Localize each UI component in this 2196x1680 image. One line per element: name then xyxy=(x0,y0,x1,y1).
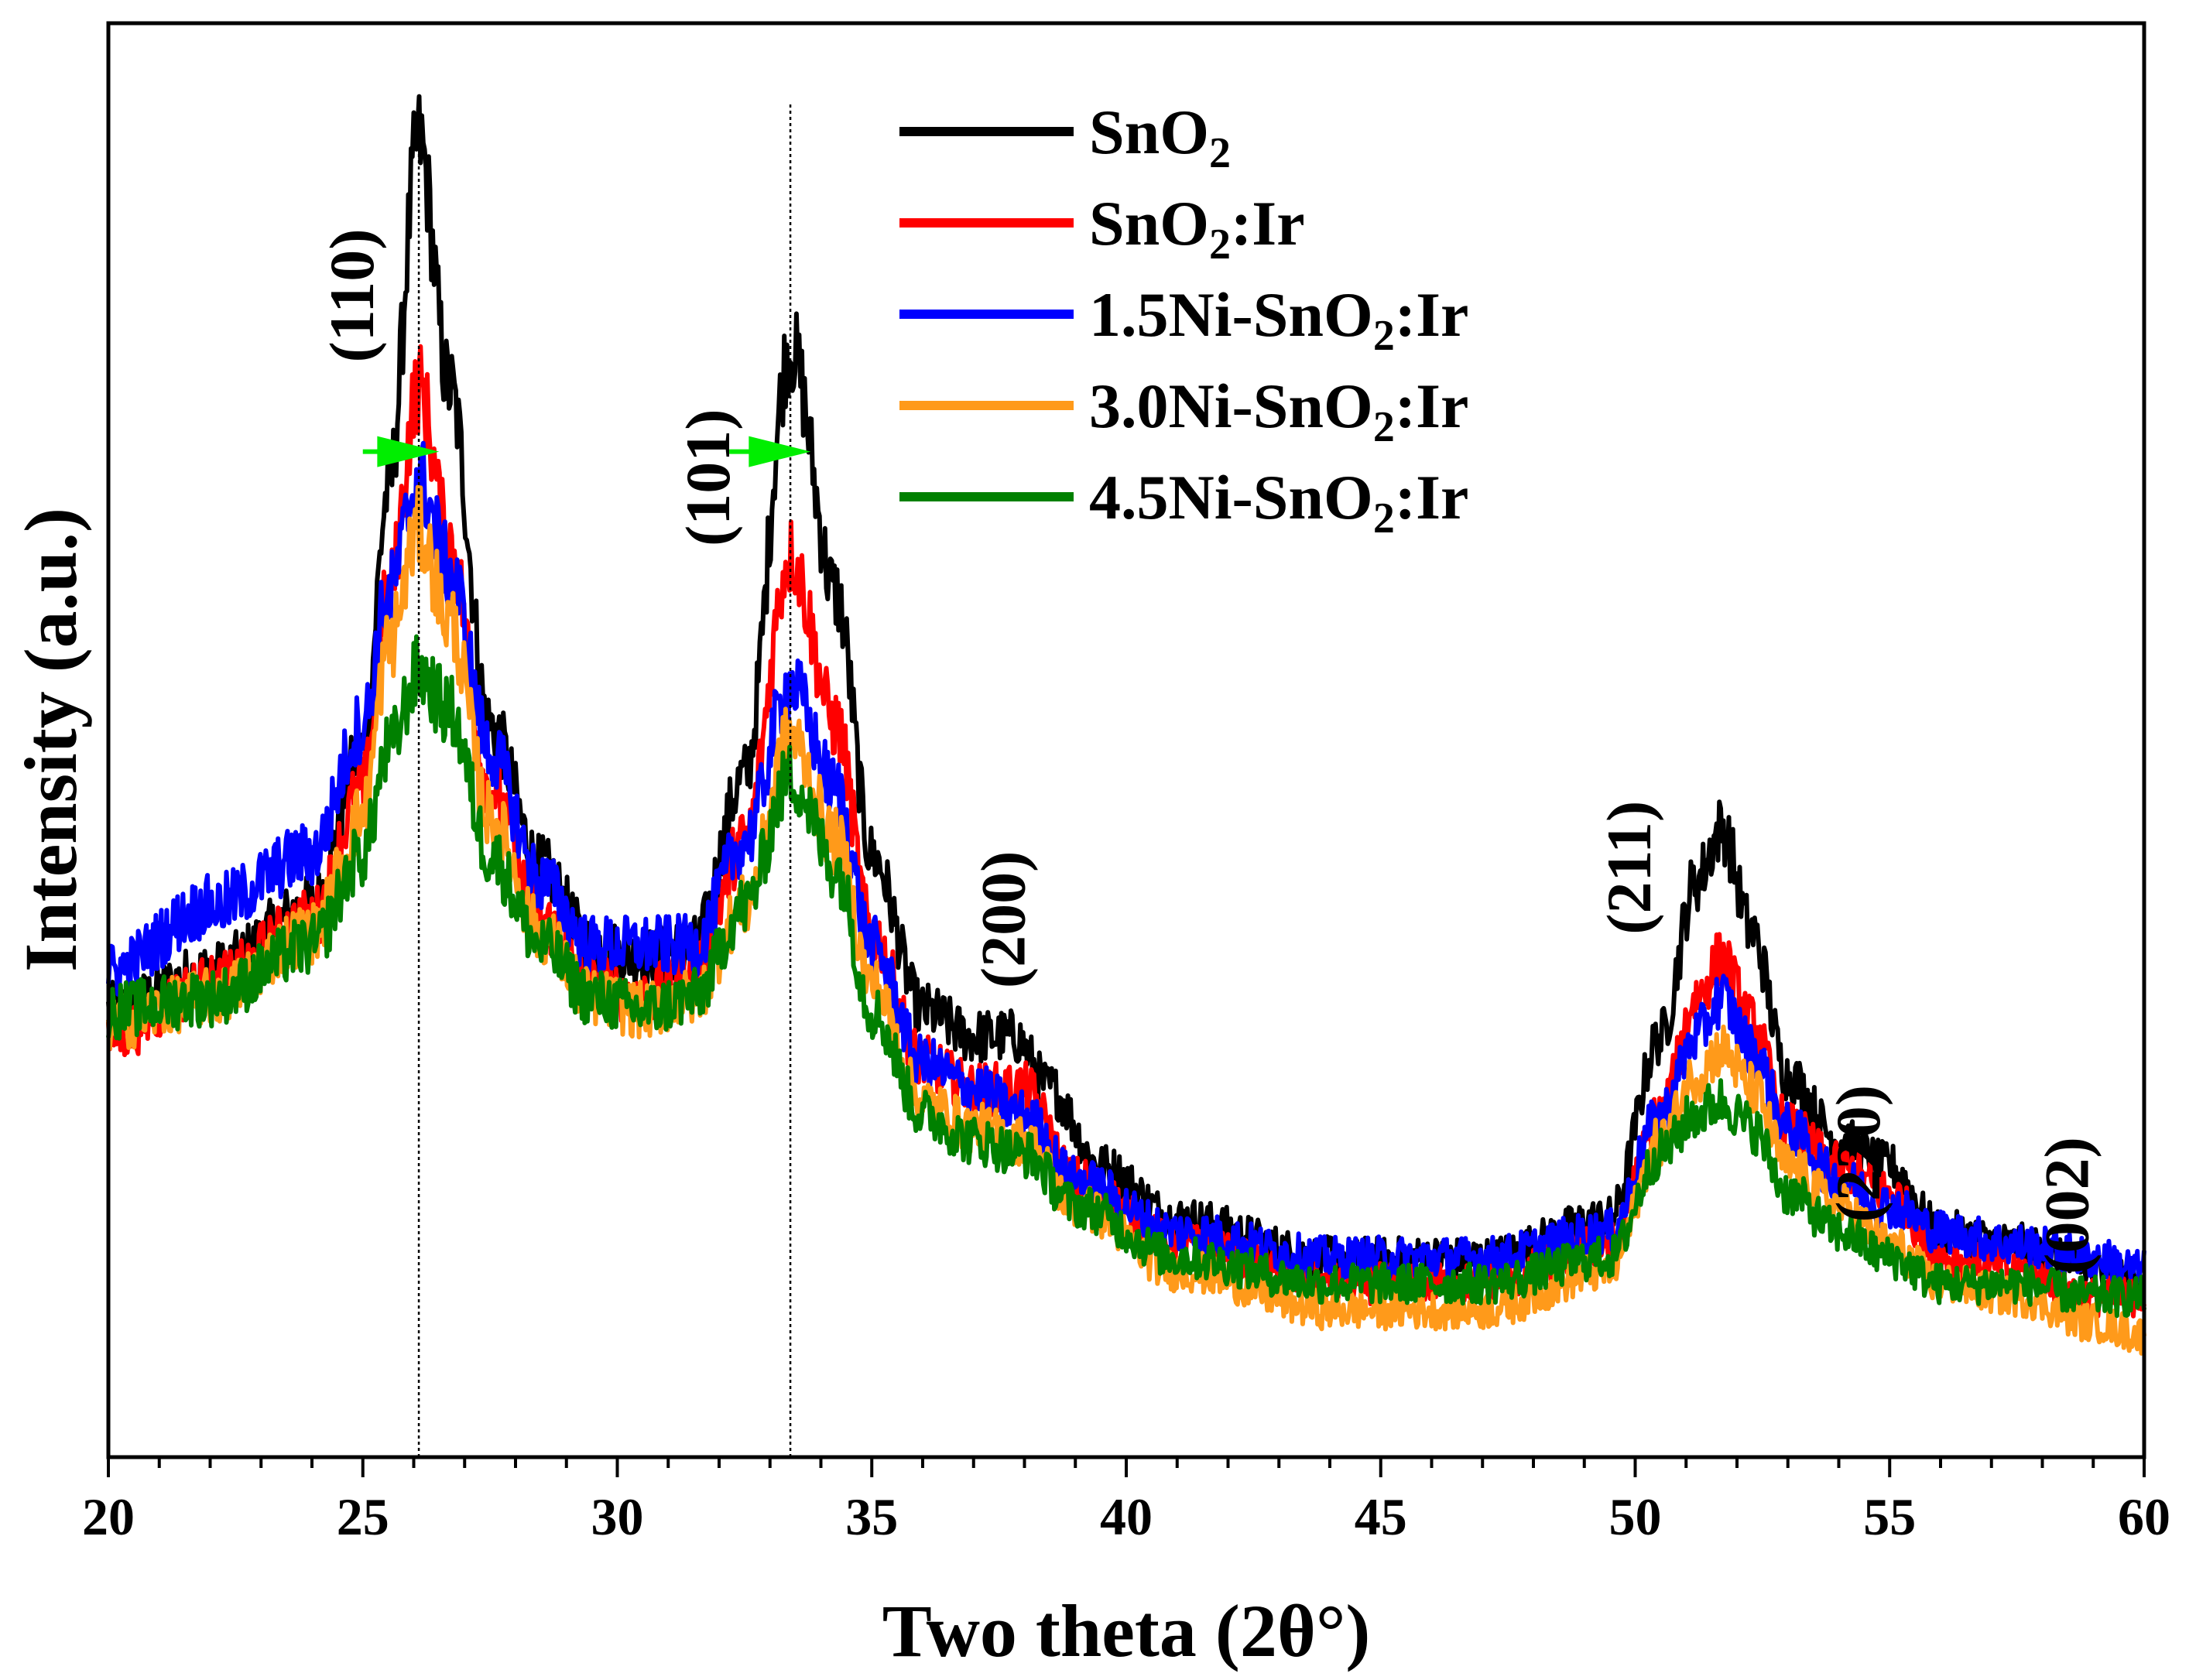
legend-item-5: 4.5Ni-SnO2:Ir xyxy=(899,462,1468,542)
x-tick-label: 25 xyxy=(337,1487,389,1546)
legend-item-3: 1.5Ni-SnO2:Ir xyxy=(899,279,1468,360)
legend-label: SnO2 xyxy=(1089,97,1231,177)
legend: SnO2 SnO2:Ir 1.5Ni-SnO2:Ir 3.0Ni-SnO2:Ir 4.5… xyxy=(899,97,1468,542)
x-axis-title: Two theta (2θ°) xyxy=(882,1589,1371,1672)
legend-item-2: SnO2:Ir xyxy=(899,188,1305,269)
legend-label: 1.5Ni-SnO2:Ir xyxy=(1089,279,1468,360)
peak-label: (101) xyxy=(673,409,743,546)
legend-label: 3.0Ni-SnO2:Ir xyxy=(1089,371,1468,451)
legend-label: 4.5Ni-SnO2:Ir xyxy=(1089,462,1468,542)
x-tick-label: 60 xyxy=(2118,1487,2170,1546)
peak-label: (220) xyxy=(1823,1085,1893,1223)
x-tick-label: 30 xyxy=(591,1487,644,1546)
peak-label: (110) xyxy=(317,228,387,362)
series-line-1 xyxy=(106,94,2146,1305)
shift-arrow-1 xyxy=(362,436,440,467)
legend-item-4: 3.0Ni-SnO2:Ir xyxy=(899,371,1468,451)
shift-arrow-2 xyxy=(729,436,811,467)
peak-labels: (110) (101) (200) (211) (220) (002) xyxy=(317,228,2102,1274)
x-axis-ticks: 20 25 30 35 40 45 50 55 60 xyxy=(82,1457,2170,1546)
legend-label: SnO2:Ir xyxy=(1089,188,1305,269)
reference-lines xyxy=(417,104,792,1457)
x-tick-label: 35 xyxy=(845,1487,898,1546)
x-tick-label: 50 xyxy=(1609,1487,1662,1546)
legend-item-1: SnO2 xyxy=(899,97,1231,177)
peak-label: (002) xyxy=(2032,1137,2102,1275)
peak-label: (200) xyxy=(968,851,1039,989)
x-tick-label: 20 xyxy=(82,1487,135,1546)
y-axis-title: Intensity (a.u.) xyxy=(9,508,92,972)
x-tick-label: 55 xyxy=(1863,1487,1916,1546)
shift-arrows xyxy=(362,436,811,467)
series-group xyxy=(106,94,2146,1356)
x-tick-label: 45 xyxy=(1355,1487,1407,1546)
peak-label: (211) xyxy=(1594,801,1664,935)
series-line-5 xyxy=(106,634,2146,1319)
x-tick-label: 40 xyxy=(1100,1487,1153,1546)
